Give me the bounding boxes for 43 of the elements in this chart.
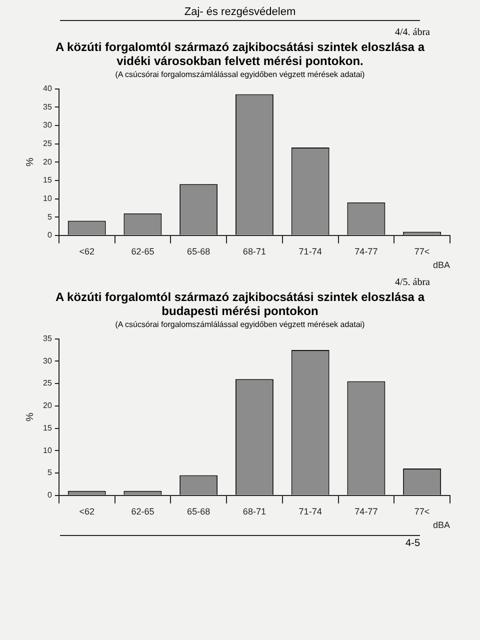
y-tick-label: 15: [42, 176, 52, 185]
text: 4/4. ábra: [394, 27, 430, 38]
chart-subtitle: (A csúcsórai forgalomszámlálással egyidőben végzett mérések adatai): [114, 320, 366, 329]
y-tick-label: 35: [42, 334, 52, 344]
y-tick-label: 25: [42, 378, 52, 388]
y-tick-label: 30: [42, 356, 52, 366]
x-tick-label: 77<: [414, 506, 430, 516]
y-tick-label: 5: [47, 468, 52, 478]
y-tick-label: 10: [42, 446, 52, 455]
x-tick-label: 62-65: [131, 506, 154, 516]
x-tick-label: 65-68: [187, 246, 210, 256]
x-tick-label: 68-71: [242, 506, 266, 516]
x-tick-label: 71-74: [298, 246, 322, 256]
x-tick-label: 74-77: [354, 246, 378, 256]
x-tick-label: 71-74: [298, 506, 322, 516]
chart-subtitle: (A csúcsórai forgalomszámlálással egyidőben végzett mérések adatai): [114, 70, 366, 79]
y-tick-label: 0: [47, 490, 52, 500]
x-tick-label: 62-65: [131, 246, 154, 256]
y-tick-label: 30: [42, 120, 52, 130]
x-tick-label: 65-68: [187, 506, 210, 516]
x-axis-title: dBA: [432, 520, 450, 530]
chart-title: A közúti forgalomtól származó zajkibocsátási szintek eloszlása a budapesti mérési pontokon: [54, 290, 426, 318]
x-tick-label: <62: [79, 506, 94, 516]
y-axis-title: %: [24, 412, 36, 422]
x-tick-label: 68-71: [242, 246, 266, 256]
x-tick-label: 77<: [414, 246, 430, 256]
y-tick-label: 10: [42, 194, 52, 203]
text: 4/5. ábra: [394, 277, 430, 288]
x-tick-label: <62: [79, 246, 94, 256]
y-tick-label: 40: [42, 84, 52, 94]
y-tick-label: 20: [42, 157, 52, 166]
y-tick-label: 35: [42, 102, 52, 112]
text: Zaj- és rezgésvédelem: [60, 6, 420, 21]
x-tick-label: 74-77: [354, 506, 378, 516]
chart-title: A közúti forgalomtól származó zajkibocsátási szintek eloszlása a vidéki városokban felvett mérési pontokon.: [54, 40, 426, 68]
text: 4-5: [60, 535, 420, 549]
y-tick-label: 5: [47, 212, 52, 222]
y-tick-label: 0: [47, 230, 52, 240]
y-tick-label: 20: [42, 401, 52, 410]
y-tick-label: 15: [42, 423, 52, 432]
y-tick-label: 25: [42, 138, 52, 148]
y-axis-title: %: [24, 158, 36, 167]
x-axis-title: dBA: [432, 260, 450, 270]
